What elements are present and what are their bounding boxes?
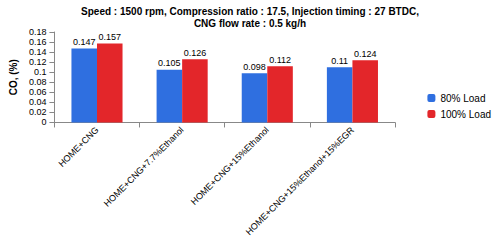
svg-text:0.157: 0.157 xyxy=(98,32,121,42)
svg-text:0.08: 0.08 xyxy=(29,77,47,87)
svg-text:CNG flow rate : 0.5 kg/h: CNG flow rate : 0.5 kg/h xyxy=(194,18,306,29)
svg-text:0.02: 0.02 xyxy=(29,107,47,117)
svg-text:0.1: 0.1 xyxy=(34,67,47,77)
svg-text:0.105: 0.105 xyxy=(158,58,181,68)
svg-text:HOME+CNG+15%Ethanol: HOME+CNG+15%Ethanol xyxy=(189,125,271,207)
svg-text:0.12: 0.12 xyxy=(29,57,47,67)
svg-text:0.16: 0.16 xyxy=(29,37,47,47)
svg-text:0.098: 0.098 xyxy=(243,62,266,72)
svg-text:0.18: 0.18 xyxy=(29,27,47,37)
svg-text:CO, (%): CO, (%) xyxy=(8,59,19,95)
svg-text:HOME+CNG: HOME+CNG xyxy=(57,125,101,169)
svg-text:0.124: 0.124 xyxy=(354,49,377,59)
svg-text:0.126: 0.126 xyxy=(184,48,207,58)
svg-text:0.06: 0.06 xyxy=(29,87,47,97)
svg-text:HOME+CNG+7.7%Ethanol: HOME+CNG+7.7%Ethanol xyxy=(102,125,186,209)
svg-text:0: 0 xyxy=(41,117,46,127)
svg-text:0.04: 0.04 xyxy=(29,97,47,107)
svg-text:80% Load: 80% Load xyxy=(440,93,485,104)
svg-text:100% Load: 100% Load xyxy=(440,109,491,120)
svg-text:HOME+CNG+15%Ethanol+15%EGR: HOME+CNG+15%Ethanol+15%EGR xyxy=(244,125,356,237)
svg-text:Speed : 1500 rpm, Compression: Speed : 1500 rpm, Compression ratio : 17… xyxy=(81,6,419,17)
svg-text:0.14: 0.14 xyxy=(29,47,47,57)
svg-text:0.112: 0.112 xyxy=(269,55,291,65)
svg-text:0.147: 0.147 xyxy=(73,37,96,47)
svg-text:0.11: 0.11 xyxy=(331,56,348,66)
